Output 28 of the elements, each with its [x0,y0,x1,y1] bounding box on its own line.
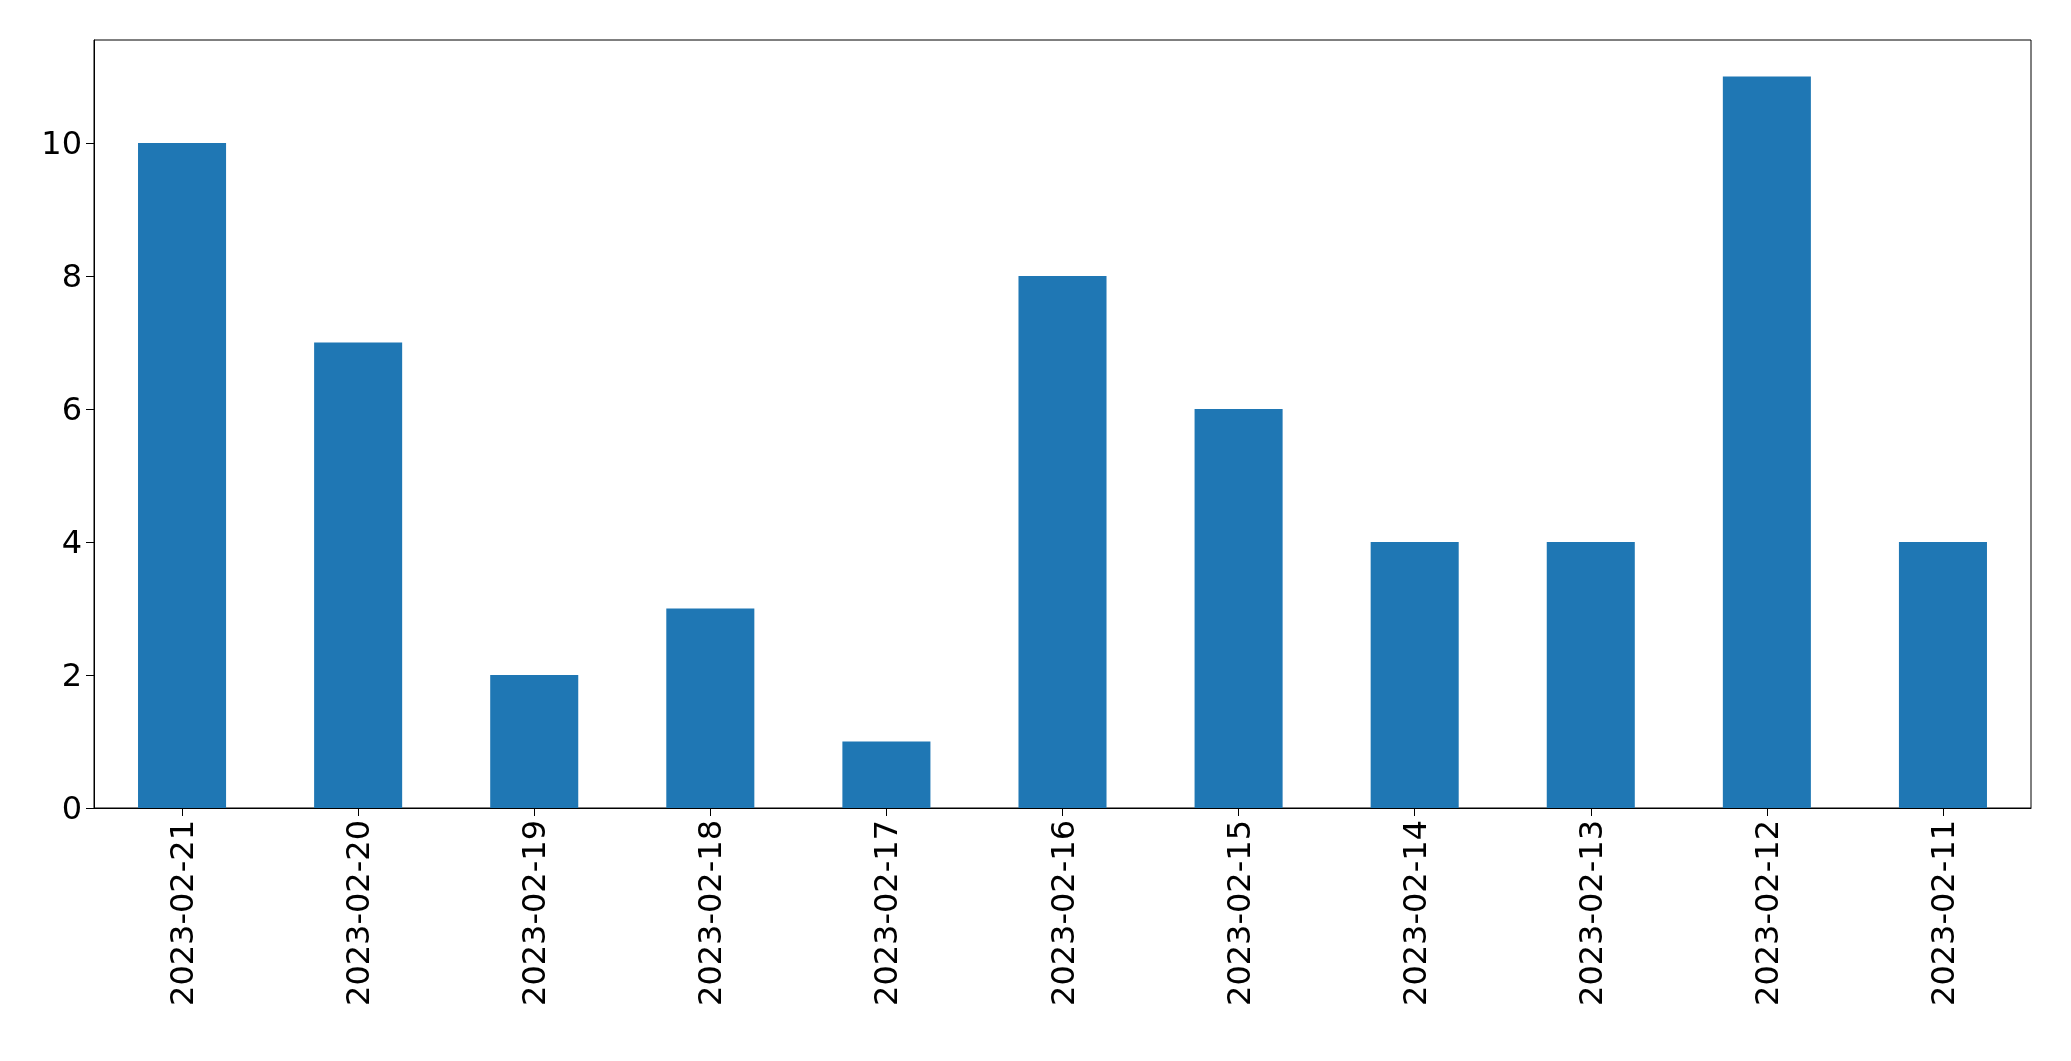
bar [138,143,227,808]
x-tick-label: 2023-02-15 [1219,820,1258,1006]
bar [1018,276,1107,808]
y-tick-label: 4 [61,523,82,562]
y-tick-label: 0 [61,789,82,827]
x-tick-label: 2023-02-11 [1923,820,1962,1006]
bar [1370,542,1459,808]
x-tick-label: 2023-02-12 [1747,820,1786,1006]
y-tick-label: 6 [61,390,82,429]
y-tick-label: 2 [61,656,82,695]
y-tick-label: 10 [41,124,82,163]
x-tick-label: 2023-02-17 [867,820,906,1006]
x-tick-label: 2023-02-19 [515,820,554,1006]
x-tick-label: 2023-02-16 [1043,820,1082,1006]
y-tick-label: 8 [61,257,82,296]
bar [314,342,403,808]
x-tick-label: 2023-02-21 [163,820,202,1006]
x-tick-label: 2023-02-14 [1395,820,1434,1006]
bar [1546,542,1635,808]
bar [1898,542,1987,808]
x-tick-label: 2023-02-20 [339,820,378,1006]
bar [666,608,755,808]
x-tick-label: 2023-02-13 [1571,820,1610,1006]
bar [842,741,931,808]
bar [1194,409,1283,808]
bar [1722,76,1811,808]
x-tick-label: 2023-02-18 [691,820,730,1006]
bar [490,675,579,808]
